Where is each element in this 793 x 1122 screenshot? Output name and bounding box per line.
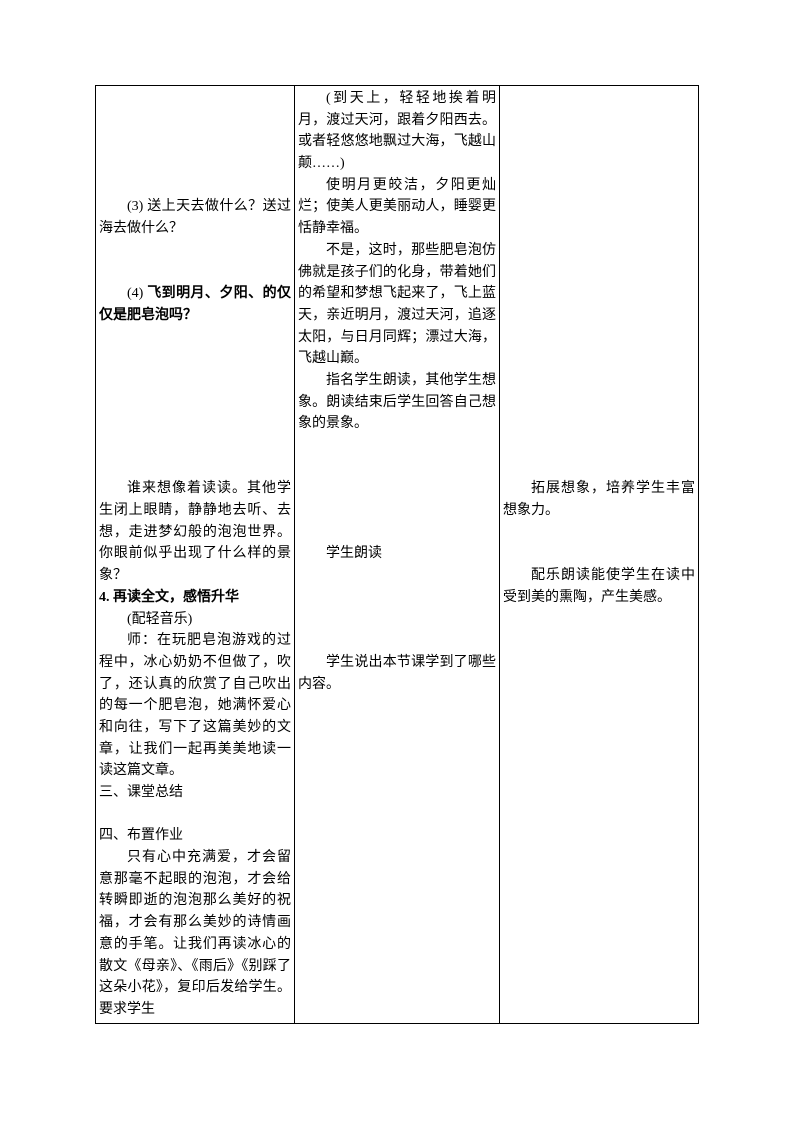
- para-student-read: 指名学生朗读，其他学生想象。朗读结束后学生回答自己想象的景象。: [298, 370, 496, 435]
- para-music: (配轻音乐): [99, 609, 291, 631]
- table-row: (3) 送上天去做什么？送过海去做什么？ (4) 飞到明月、夕阳、的仅仅是肥皂泡…: [96, 86, 699, 1024]
- para-answer1: (到天上，轻轻地挨着明月，渡过天河，跟着夕阳西去。或者轻悠悠地飘过大海，飞越山颠…: [298, 88, 496, 175]
- column-student-activity: (到天上，轻轻地挨着明月，渡过天河，跟着夕阳西去。或者轻悠悠地飘过大海，飞越山颠…: [294, 86, 499, 1024]
- q4-prefix: (4): [127, 286, 147, 301]
- para-answer3: 不是，这时，那些肥皂泡仿佛就是孩子们的化身，带着她们的希望和梦想飞起来了，飞上蓝…: [298, 240, 496, 370]
- para-intent2: 配乐朗读能使学生在读中受到美的熏陶，产生美感。: [503, 565, 695, 608]
- heading-summary: 三、课堂总结: [99, 782, 291, 804]
- para-reading-instruction: 谁来想像着读读。其他学生闭上眼睛，静静地去听、去想，走进梦幻般的泡泡世界。你眼前…: [99, 478, 291, 586]
- para-closing: 只有心中充满爱，才会留意那毫不起眼的泡泡，才会给转瞬即逝的泡泡那么美好的祝福，才…: [99, 847, 291, 1021]
- lesson-plan-table: (3) 送上天去做什么？送过海去做什么？ (4) 飞到明月、夕阳、的仅仅是肥皂泡…: [95, 85, 699, 1024]
- para-q3: (3) 送上天去做什么？送过海去做什么？: [99, 196, 291, 239]
- para-answer2: 使明月更皎洁，夕阳更灿烂；使美人更美丽动人，睡婴更恬静幸福。: [298, 175, 496, 240]
- para-student-read2: 学生朗读: [298, 543, 496, 565]
- heading-reread: 4. 再读全文，感悟升华: [99, 587, 291, 609]
- heading-homework: 四、布置作业: [99, 825, 291, 847]
- column-teacher-activity: (3) 送上天去做什么？送过海去做什么？ (4) 飞到明月、夕阳、的仅仅是肥皂泡…: [96, 86, 295, 1024]
- column-design-intent: 拓展想象，培养学生丰富想象力。 配乐朗读能使学生在读中受到美的熏陶，产生美感。: [500, 86, 699, 1024]
- para-q4: (4) 飞到明月、夕阳、的仅仅是肥皂泡吗？: [99, 283, 291, 326]
- para-teacher-speech: 师：在玩肥皂泡游戏的过程中，冰心奶奶不但做了，吹了，还认真的欣赏了自己吹出的每一…: [99, 630, 291, 782]
- para-student-summary: 学生说出本节课学到了哪些内容。: [298, 652, 496, 695]
- para-intent1: 拓展想象，培养学生丰富想象力。: [503, 478, 695, 521]
